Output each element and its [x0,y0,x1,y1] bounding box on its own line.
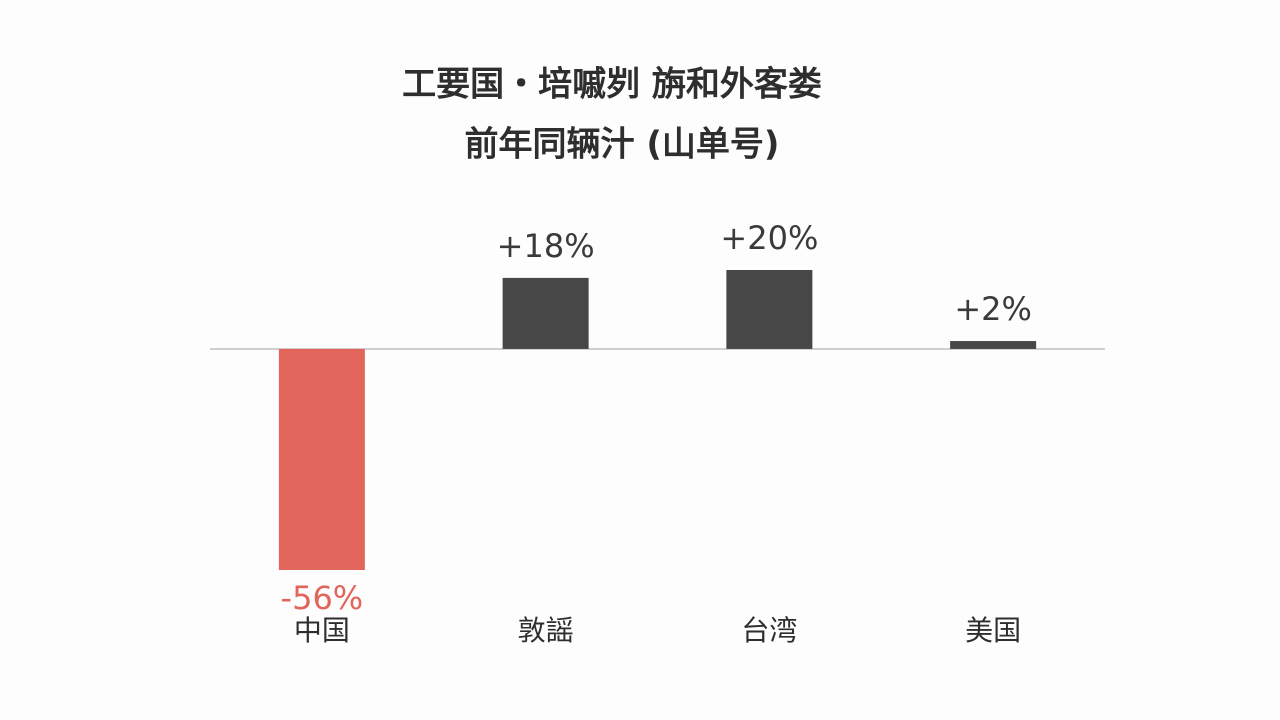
bar [502,277,589,349]
bar [726,270,813,349]
x-tick-label: 美国 [965,614,1021,647]
value-label: +18% [497,227,595,265]
chart-title: 工要国・培嘁刿 旃和外客娄 [402,65,822,105]
x-tick-label: 中国 [294,614,350,647]
x-tick-label: 台湾 [741,614,797,647]
value-label: -56% [281,579,364,617]
bar [278,348,365,570]
bar [950,341,1037,349]
value-label: +2% [954,290,1032,328]
chart-subtitle: 前年同辆汁 (山单号) [465,125,780,165]
value-label: +20% [720,219,818,257]
x-tick-label: 敦謡 [518,614,574,647]
